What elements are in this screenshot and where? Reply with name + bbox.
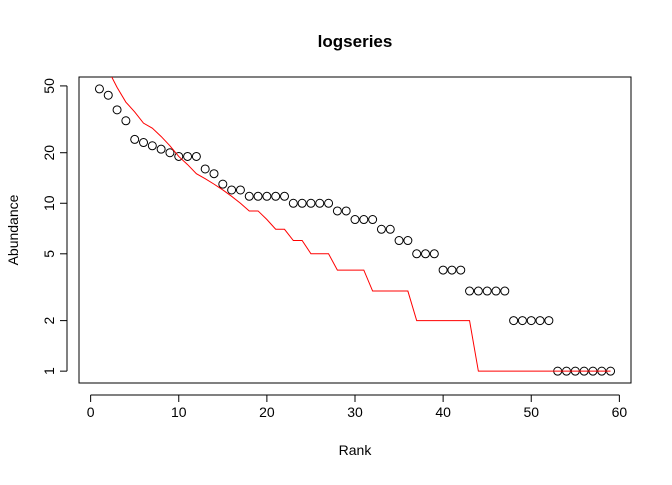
x-tick-label: 30: [347, 404, 363, 420]
data-point: [491, 286, 501, 296]
data-point: [306, 198, 316, 208]
data-point: [403, 236, 413, 246]
data-point: [447, 265, 457, 275]
chart-title: logseries: [318, 32, 393, 51]
data-point: [535, 316, 545, 326]
fit-line: [111, 77, 611, 372]
data-point: [482, 286, 492, 296]
y-tick-label: 1: [41, 367, 57, 375]
data-point: [288, 198, 298, 208]
plot-box: [78, 76, 632, 384]
data-point: [227, 185, 237, 195]
data-point: [209, 169, 219, 179]
data-point: [420, 249, 430, 259]
data-point: [412, 249, 422, 259]
data-point: [350, 215, 360, 225]
data-point: [341, 206, 351, 216]
plot-area: [94, 77, 616, 376]
data-point: [324, 198, 334, 208]
data-point: [429, 249, 439, 259]
data-point: [473, 286, 483, 296]
x-tick-label: 60: [612, 404, 628, 420]
data-point: [218, 179, 228, 189]
y-tick-label: 20: [41, 145, 57, 161]
y-axis-label: Abundance: [5, 194, 21, 265]
data-point: [262, 191, 272, 201]
data-point: [315, 198, 325, 208]
data-point: [139, 138, 149, 148]
data-point: [130, 134, 140, 144]
data-point: [271, 191, 281, 201]
data-point: [376, 224, 386, 234]
data-point: [121, 116, 131, 126]
data-point: [394, 236, 404, 246]
data-point: [509, 316, 519, 326]
x-axis-label: Rank: [339, 442, 373, 458]
data-point: [103, 90, 113, 100]
data-point: [438, 265, 448, 275]
data-point: [500, 286, 510, 296]
data-point: [147, 141, 157, 151]
data-point: [112, 105, 122, 115]
y-tick-label: 2: [41, 317, 57, 325]
data-point: [280, 191, 290, 201]
data-point: [332, 206, 342, 216]
data-point: [297, 198, 307, 208]
data-point: [385, 224, 395, 234]
data-point: [517, 316, 527, 326]
y-tick-label: 5: [41, 250, 57, 258]
data-point: [465, 286, 475, 296]
x-tick-label: 10: [171, 404, 187, 420]
x-tick-label: 40: [435, 404, 451, 420]
data-point: [156, 144, 166, 154]
data-point: [191, 151, 201, 161]
x-tick-label: 0: [87, 404, 95, 420]
y-tick-label: 10: [41, 195, 57, 211]
data-point: [359, 215, 369, 225]
data-point: [456, 265, 466, 275]
data-point: [253, 191, 263, 201]
data-point: [165, 148, 175, 158]
data-point: [544, 316, 554, 326]
data-point: [244, 191, 254, 201]
x-tick-label: 50: [523, 404, 539, 420]
data-point: [183, 151, 193, 161]
data-point: [368, 215, 378, 225]
data-point: [94, 84, 104, 94]
data-point: [526, 316, 536, 326]
data-point: [174, 151, 184, 161]
x-tick-label: 20: [259, 404, 275, 420]
y-tick-label: 50: [41, 78, 57, 94]
data-point: [235, 185, 245, 195]
data-point: [200, 164, 210, 174]
